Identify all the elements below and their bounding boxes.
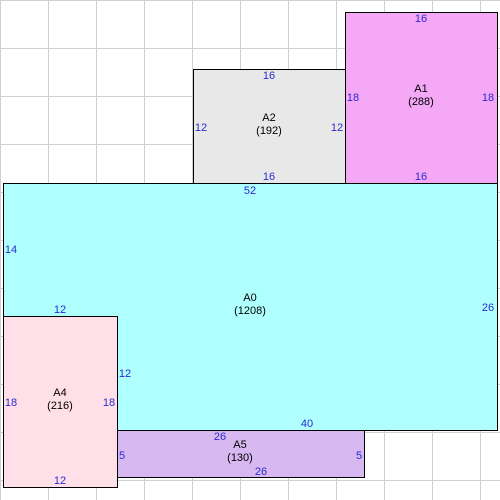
a1-right-dimension: 18 [481,92,495,104]
a0-inner-bottom-dimension: 26 [213,431,227,443]
region-a5-label: A5 (130) [227,439,253,465]
region-a0-area: (1208) [234,305,266,317]
a1-bottom-dimension: 16 [414,171,428,183]
a0-inner-left-dimension: 12 [118,368,132,380]
a4-right-dimension: 18 [102,397,116,409]
a0-right-dimension: 26 [481,302,495,314]
a0-inner-top-dimension: 12 [53,304,67,316]
region-a0-label: A0 (1208) [234,292,266,318]
region-a4[interactable] [3,316,118,488]
region-a2-name: A2 [262,112,276,124]
region-a4-label: A4 (216) [47,387,73,413]
region-a4-area: (216) [47,400,73,412]
a5-right-dimension: 5 [355,450,363,462]
region-a2-label: A2 (192) [256,112,282,138]
region-a0-name: A0 [243,292,257,304]
a2-left-dimension: 12 [194,122,208,134]
region-a1-label: A1 (288) [408,83,434,109]
region-a2-area: (192) [256,125,282,137]
a5-left-dimension: 5 [118,450,126,462]
a4-left-dimension: 18 [4,397,18,409]
a0-bottom-dimension: 40 [300,418,314,430]
region-a1-name: A1 [414,83,428,95]
a2-right-dimension: 12 [330,122,344,134]
a0-left-dimension: 14 [4,244,18,256]
a0-top-dimension: 52 [243,185,257,197]
region-a5[interactable] [117,430,365,478]
region-a5-name: A5 [233,439,247,451]
region-a4-name: A4 [53,387,67,399]
a5-bottom-dimension: 26 [254,466,268,478]
region-a1-area: (288) [408,96,434,108]
region-a2[interactable] [193,69,346,184]
region-a5-area: (130) [227,452,253,464]
a2-top-dimension: 16 [262,70,276,82]
a1-left-dimension: 18 [346,92,360,104]
a1-top-dimension: 16 [414,13,428,25]
a4-bottom-dimension: 12 [53,475,67,487]
a2-bottom-dimension: 16 [262,171,276,183]
